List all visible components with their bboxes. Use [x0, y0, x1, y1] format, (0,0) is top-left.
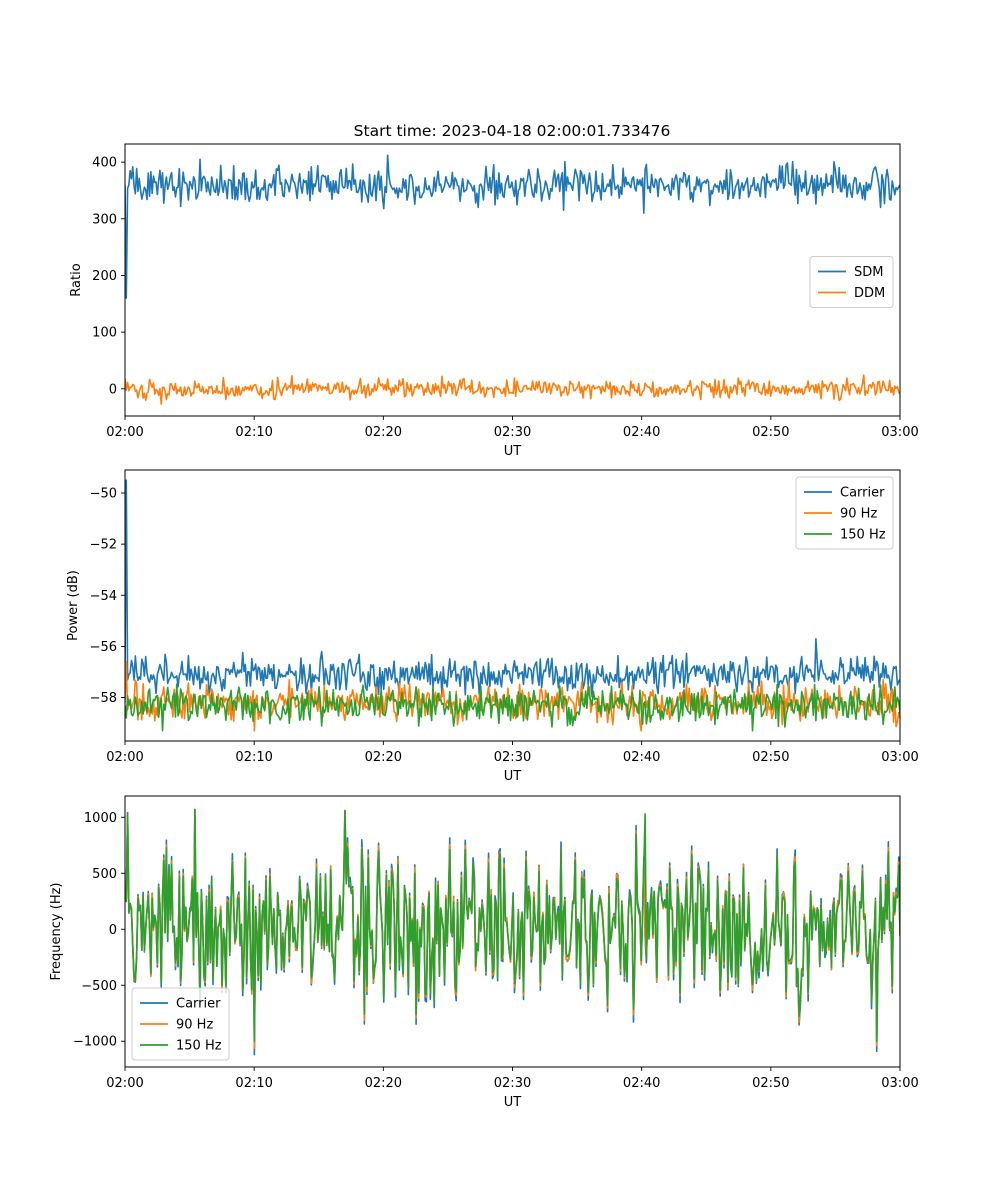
- x-tick-label: 02:10: [235, 750, 272, 765]
- legend-label: 90 Hz: [176, 1018, 213, 1033]
- legend-label: Carrier: [840, 486, 885, 501]
- y-tick-label: −1000: [73, 1035, 117, 1050]
- series-line-carrier: [125, 479, 900, 700]
- y-tick-label: −50: [90, 487, 117, 502]
- y-tick-label: −500: [81, 979, 117, 994]
- x-tick-label: 02:40: [623, 750, 660, 765]
- y-tick-label: −58: [90, 691, 117, 706]
- x-tick-label: 02:40: [623, 425, 660, 440]
- series-group: [125, 479, 900, 732]
- x-tick-label: 02:20: [365, 750, 402, 765]
- x-tick-label: 02:10: [235, 1076, 272, 1091]
- panel-2: 02:00 02:10 02:20 02:30 02:40 02:50 03:00 −58 −5…: [66, 469, 919, 784]
- legend-box: [809, 256, 894, 308]
- y-tick-label: 0: [109, 382, 117, 397]
- y-tick-label: −54: [90, 589, 117, 604]
- x-tick-label: 03:00: [881, 425, 918, 440]
- x-tick-label: 02:10: [235, 425, 272, 440]
- panel-3: 02:00 02:10 02:20 02:30 02:40 02:50 03:00 −1000…: [49, 795, 919, 1110]
- x-tick-label: 02:50: [752, 750, 789, 765]
- x-tick-label: 03:00: [881, 1076, 918, 1091]
- panel-1: 02:00 02:10 02:20 02:30 02:40 02:50 03:00 0 100 2…: [69, 143, 919, 459]
- x-tick-label: 02:50: [752, 1076, 789, 1091]
- legend-label: 90 Hz: [840, 507, 877, 522]
- x-axis-label: UT: [504, 769, 522, 784]
- legend: Carrier 90 Hz 150 Hz: [795, 476, 894, 550]
- x-tick-label: 02:30: [494, 750, 531, 765]
- y-tick-label: 100: [92, 326, 117, 341]
- series-group: [125, 154, 900, 405]
- series-line-sdm: [125, 154, 900, 299]
- legend: SDM DDM: [809, 256, 894, 308]
- legend-box: [795, 476, 894, 550]
- legend-label: 150 Hz: [840, 528, 886, 543]
- panels: 02:00 02:10 02:20 02:30 02:40 02:50 03:00 0 100 2…: [49, 143, 919, 1110]
- y-tick-label: 1000: [84, 811, 117, 826]
- x-tick-label: 02:00: [106, 425, 143, 440]
- series-line-90-hz: [125, 660, 900, 732]
- y-axis-label: Ratio: [69, 263, 84, 296]
- legend-box: [131, 987, 230, 1061]
- legend-label: Carrier: [176, 997, 221, 1012]
- x-tick-label: 03:00: [881, 750, 918, 765]
- y-tick-label: 300: [92, 212, 117, 227]
- series-line-150-hz: [125, 683, 900, 732]
- series-line-ddm: [125, 374, 900, 405]
- y-axis-label: Power (dB): [66, 570, 81, 641]
- x-tick-label: 02:30: [494, 1076, 531, 1091]
- x-tick-label: 02:20: [365, 425, 402, 440]
- legend: Carrier 90 Hz 150 Hz: [131, 987, 230, 1061]
- y-tick-label: 200: [92, 269, 117, 284]
- y-axis-label: Frequency (Hz): [49, 882, 64, 980]
- y-tick-label: 0: [109, 923, 117, 938]
- x-tick-label: 02:40: [623, 1076, 660, 1091]
- y-tick-label: −52: [90, 538, 117, 553]
- x-tick-label: 02:50: [752, 425, 789, 440]
- x-axis-label: UT: [504, 1095, 522, 1110]
- x-tick-label: 02:30: [494, 425, 531, 440]
- figure-title: Start time: 2023-04-18 02:00:01.733476: [354, 122, 671, 140]
- series-group: [125, 808, 900, 1056]
- x-tick-label: 02:00: [106, 1076, 143, 1091]
- legend-label: 150 Hz: [176, 1039, 222, 1054]
- y-tick-label: 500: [92, 867, 117, 882]
- y-tick-label: 400: [92, 156, 117, 171]
- x-axis-label: UT: [504, 444, 522, 459]
- legend-label: DDM: [854, 286, 885, 301]
- y-tick-label: −56: [90, 640, 117, 655]
- x-tick-label: 02:00: [106, 750, 143, 765]
- series-line-150-hz: [125, 808, 900, 1043]
- x-tick-label: 02:20: [365, 1076, 402, 1091]
- legend-label: SDM: [854, 265, 883, 280]
